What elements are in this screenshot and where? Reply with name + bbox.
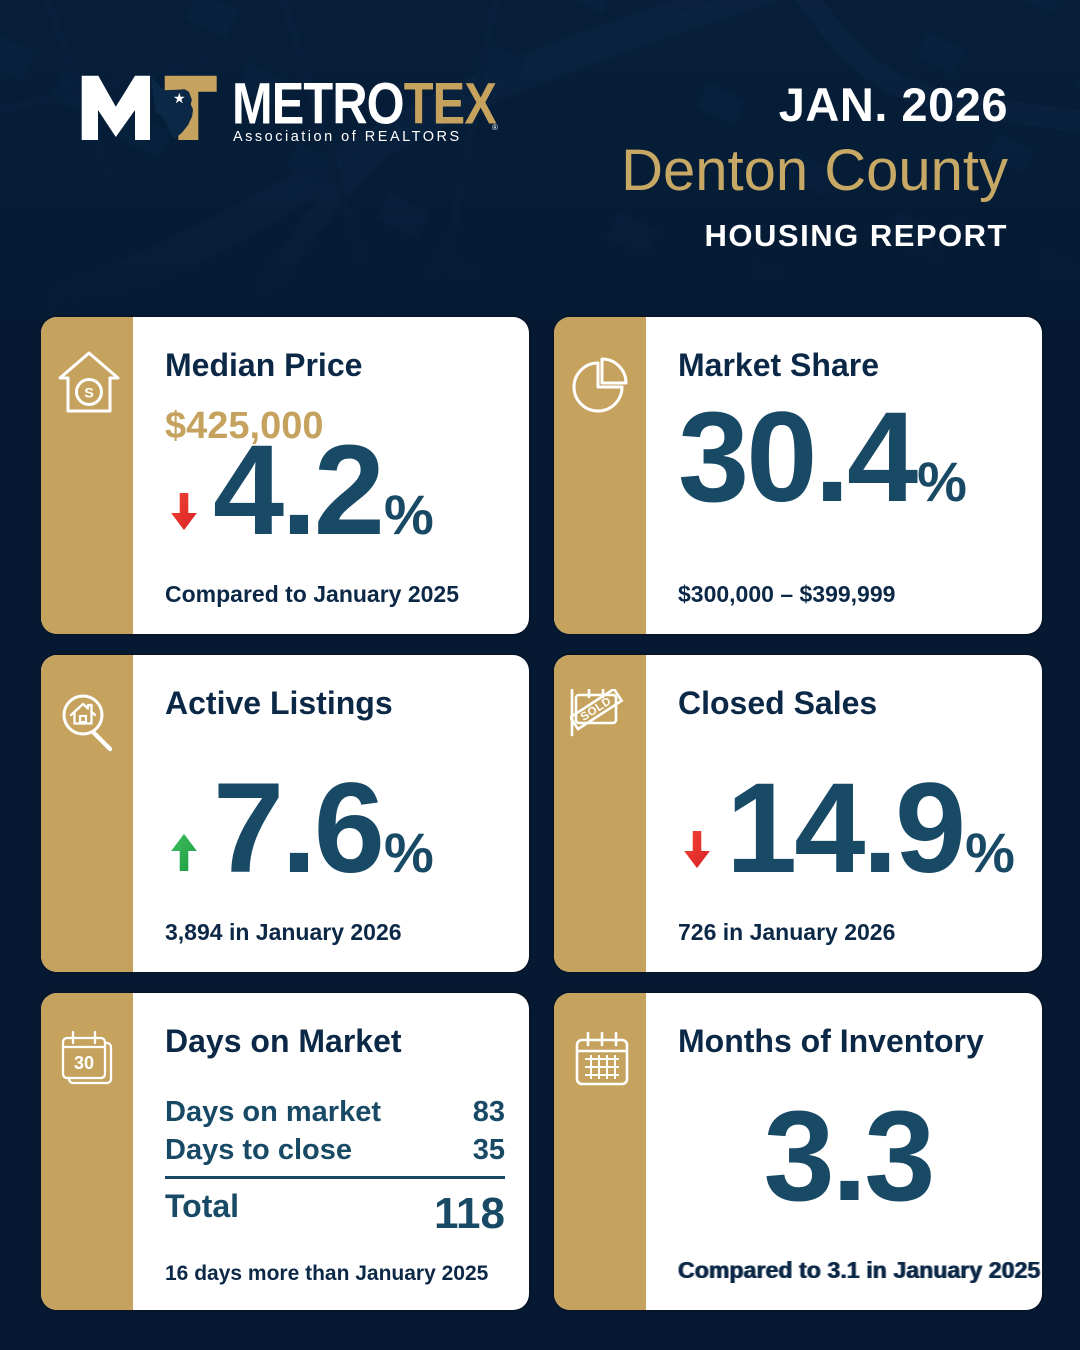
svg-text:30: 30 [74, 1053, 94, 1073]
svg-text:®: ® [492, 123, 498, 132]
svg-text:METROTEX: METROTEX [232, 72, 497, 137]
svg-text:S: S [84, 384, 93, 400]
svg-text:Association of REALTORS: Association of REALTORS [233, 129, 462, 145]
